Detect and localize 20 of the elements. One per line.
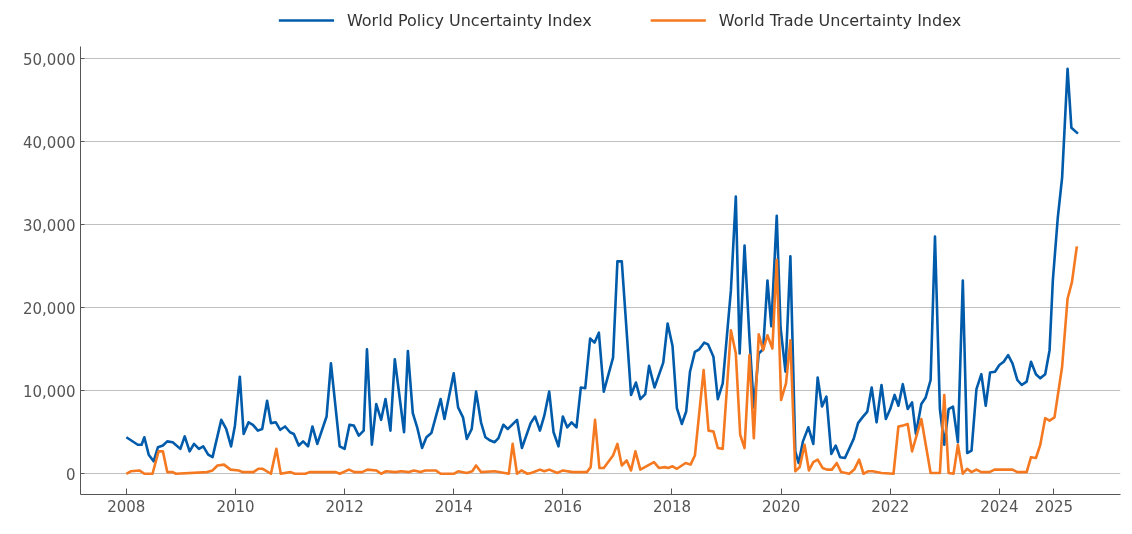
y-tick-label: 10,000 xyxy=(23,382,76,401)
x-tick-label: 2014 xyxy=(434,497,473,516)
legend-label: World Policy Uncertainty Index xyxy=(346,11,592,30)
x-tick-label: 2016 xyxy=(543,497,582,516)
y-tick-label: 40,000 xyxy=(23,133,76,152)
x-tick-label: 2025 xyxy=(1034,497,1074,516)
x-tick-label: 2010 xyxy=(216,497,255,516)
x-tick-label: 2012 xyxy=(325,497,364,516)
y-tick-label: 0 xyxy=(65,465,76,484)
y-tick-label: 20,000 xyxy=(23,299,76,318)
x-tick-label: 2008 xyxy=(107,497,146,516)
x-tick-label: 2024 xyxy=(980,497,1019,516)
y-tick-label: 30,000 xyxy=(23,216,76,235)
x-tick-label: 2022 xyxy=(871,497,910,516)
line-series xyxy=(125,245,1079,476)
y-tick-label: 50,000 xyxy=(23,50,76,69)
line-series xyxy=(125,67,1080,465)
x-tick-label: 2018 xyxy=(652,497,692,516)
legend-label: World Trade Uncertainty Index xyxy=(718,11,962,30)
x-tick-label: 2020 xyxy=(762,497,801,516)
